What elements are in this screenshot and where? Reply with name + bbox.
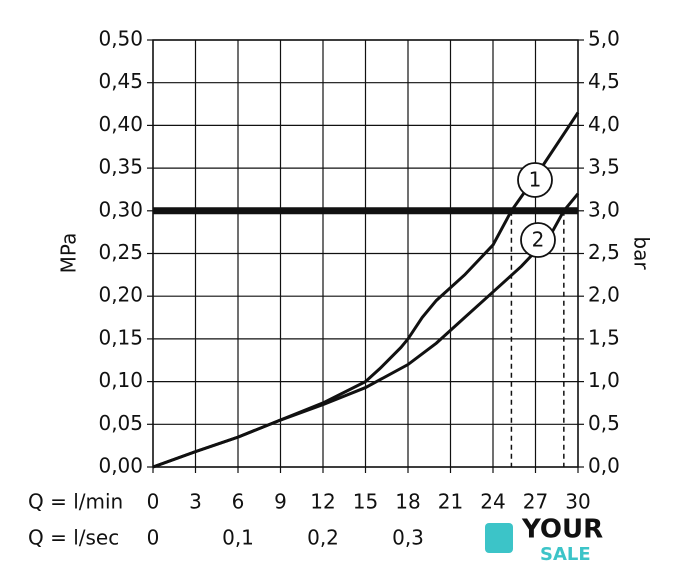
y2-tick-label: 1,5	[588, 325, 620, 349]
series-label-circle	[517, 162, 553, 198]
y2-tick-label: 3,5	[588, 155, 620, 179]
y-tick-label: 0,30	[98, 197, 143, 221]
y-tick-label: 0,40	[98, 112, 143, 136]
x2-tick-label: 0	[147, 526, 160, 550]
x-tick-label: 3	[189, 490, 202, 514]
x-axis-label: Q = l/min	[28, 490, 123, 514]
x-tick-label: 12	[310, 490, 335, 514]
y2-tick-label: 3,0	[588, 197, 620, 221]
x2-tick-label: 0,1	[222, 526, 254, 550]
y2-tick-label: 2,5	[588, 240, 620, 264]
y-tick-label: 0,35	[98, 155, 143, 179]
x-tick-label: 27	[523, 490, 548, 514]
y2-axis-label: bar	[630, 236, 654, 270]
x2-axis-label: Q = l/sec	[28, 526, 119, 550]
watermark-bottom: SALE	[540, 544, 591, 565]
y-tick-label: 0,00	[98, 454, 143, 478]
x-tick-label: 24	[480, 490, 505, 514]
series-label: 1	[529, 168, 542, 192]
y-tick-label: 0,05	[98, 411, 143, 435]
y2-tick-label: 5,0	[588, 27, 620, 51]
watermark-icon	[485, 523, 513, 553]
y-tick-label: 0,25	[98, 240, 143, 264]
x2-tick-label: 0,2	[307, 526, 339, 550]
x-tick-label: 15	[353, 490, 378, 514]
x-tick-label: 21	[438, 490, 463, 514]
y-axis-label: MPa	[57, 233, 81, 274]
x-tick-label: 30	[565, 490, 590, 514]
x-tick-label: 0	[147, 490, 160, 514]
y-tick-label: 0,15	[98, 325, 143, 349]
y2-tick-label: 1,0	[588, 368, 620, 392]
series-label-circle	[520, 222, 556, 258]
y2-tick-label: 4,0	[588, 112, 620, 136]
x-tick-label: 6	[232, 490, 245, 514]
watermark: YOUR SALE	[485, 515, 603, 565]
y2-tick-label: 2,0	[588, 283, 620, 307]
y-tick-label: 0,45	[98, 69, 143, 93]
y-tick-label: 0,20	[98, 283, 143, 307]
y-tick-label: 0,10	[98, 368, 143, 392]
x-tick-label: 18	[395, 490, 420, 514]
plot-frame	[152, 39, 579, 468]
y2-tick-label: 0,5	[588, 411, 620, 435]
y-tick-label: 0,50	[98, 27, 143, 51]
x-tick-label: 9	[274, 490, 287, 514]
y2-tick-label: 0,0	[588, 454, 620, 478]
series-label: 2	[532, 228, 545, 252]
watermark-top: YOUR	[521, 515, 603, 545]
x2-tick-label: 0,3	[392, 526, 424, 550]
y2-tick-label: 4,5	[588, 69, 620, 93]
